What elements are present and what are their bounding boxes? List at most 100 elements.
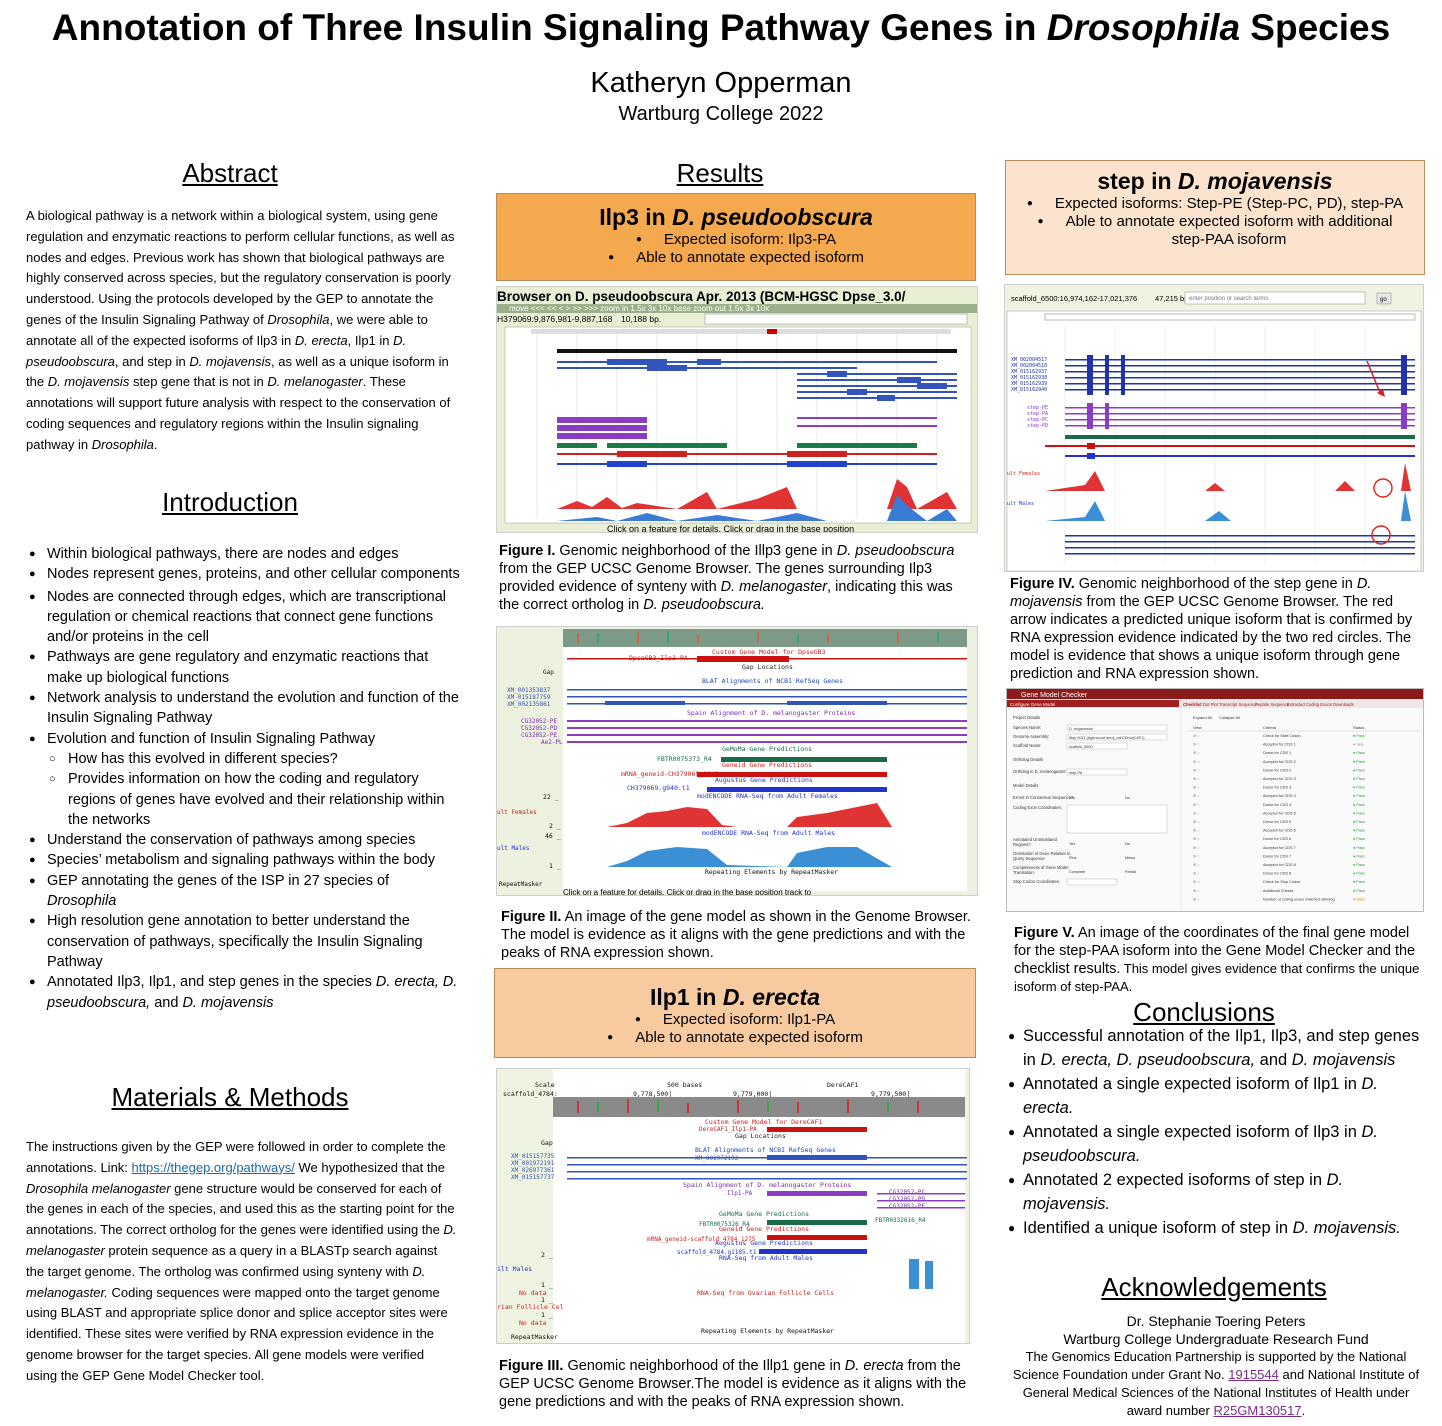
svg-text:Geneid Gene Predictions: Geneid Gene Predictions <box>719 1225 809 1233</box>
criteria-label: Donor for CDS 7 <box>1263 854 1291 858</box>
svg-text:Click on a feature for details: Click on a feature for details. Click or… <box>563 888 812 896</box>
svg-text:ult Females: ult Females <box>1007 471 1040 477</box>
view-icon[interactable]: ⊕ ○ <box>1193 734 1200 738</box>
svg-text:Gap Locations: Gap Locations <box>735 1132 786 1140</box>
criteria-label: Donor for CDS 1 <box>1263 751 1291 755</box>
view-icon[interactable]: ⊕ ○ <box>1193 820 1200 824</box>
ilp1-result-box: Ilp1 in D. erecta ● Expected isoform: Ilp… <box>494 968 976 1058</box>
svg-text:Configure Gene Model: Configure Gene Model <box>1010 702 1055 707</box>
svg-text:ult Females: ult Females <box>497 809 537 816</box>
checklist-row: ⊕ ○ Acceptor for CDS 2 ● Pass <box>1193 760 1365 764</box>
status-badge: ● Pass <box>1353 854 1365 858</box>
svg-text:XM_001972192: XM_001972192 <box>695 1155 739 1162</box>
view-icon[interactable]: ⊕ ○ <box>1193 863 1200 867</box>
ilp3-result-box: Ilp3 in D. pseudoobscura ● Expected isofo… <box>496 193 976 281</box>
figure-4-caption: Figure IV. Genomic neighborhood of the s… <box>1010 576 1413 682</box>
status-badge: ● Pass <box>1353 760 1365 764</box>
svg-text:Coding Exon Coordinates:: Coding Exon Coordinates: <box>1013 805 1062 810</box>
view-icon[interactable]: ⊕ ○ <box>1193 846 1200 850</box>
view-icon[interactable]: ⊕ ○ <box>1193 872 1200 876</box>
svg-text:H379069:9,876,981-9,887,168: H379069:9,876,981-9,887,168 <box>497 314 613 324</box>
view-icon[interactable]: ⊕ ○ <box>1193 837 1200 841</box>
svg-text:CG32052-PE: CG32052-PE <box>521 732 558 739</box>
grant-link-r25gm130517[interactable]: R25GM130517 <box>1213 1403 1302 1418</box>
view-icon[interactable]: ⊕ ○ <box>1193 786 1200 790</box>
criteria-label: Donor for CDS 3 <box>1263 786 1291 790</box>
view-icon[interactable]: ⊕ ○ <box>1193 794 1200 798</box>
svg-text:9,778,500|: 9,778,500| <box>633 1090 672 1098</box>
svg-text:XM_002135861: XM_002135861 <box>507 701 551 708</box>
criteria-label: Acceptor for CDS 2 <box>1263 760 1296 764</box>
box-item: ● Expected isoforms: Step-PE (Step-PC, PD… <box>1026 195 1404 212</box>
status-badge: ● Pass <box>1353 734 1365 738</box>
list-item: Evolution and function of Insulin Signal… <box>26 729 460 750</box>
box-item: ● Able to annotate expected isoform with … <box>1037 213 1393 248</box>
status-badge: ● Pass <box>1353 820 1365 824</box>
svg-text:1 _: 1 _ <box>541 1296 553 1304</box>
svg-text:Gap: Gap <box>541 1139 553 1147</box>
view-icon[interactable]: ⊕ ○ <box>1193 743 1200 747</box>
svg-text:FBTR0332616_R4: FBTR0332616_R4 <box>875 1217 926 1224</box>
svg-text:No: No <box>1125 842 1130 846</box>
svg-text:Augustus Gene Predictions: Augustus Gene Predictions <box>715 776 813 784</box>
pathways-link[interactable]: https://thegep.org/pathways/ <box>131 1159 295 1175</box>
criteria-label: Number of coding exons matched ortholog <box>1263 897 1335 901</box>
view-icon[interactable]: ⊕ ○ <box>1193 880 1200 884</box>
svg-text:XM_015162939: XM_015162939 <box>1011 381 1047 387</box>
svg-text:Spain Alignment of D. melanoga: Spain Alignment of D. melanogaster Prote… <box>683 1181 851 1189</box>
criteria-label: Acceptor for CDS 3 <box>1263 777 1296 781</box>
view-icon[interactable]: ⊕ ○ <box>1193 803 1200 807</box>
view-icon[interactable]: ⊕ ○ <box>1193 811 1200 815</box>
svg-text:XM_015157737: XM_015157737 <box>511 1174 555 1181</box>
svg-text:BLAT Alignments of NCBI RefSeq: BLAT Alignments of NCBI RefSeq Genes <box>695 1146 836 1154</box>
view-icon[interactable]: ⊕ ○ <box>1193 829 1200 833</box>
svg-text:scaffold_4784.g1185.t1: scaffold_4784.g1185.t1 <box>677 1249 757 1256</box>
view-icon[interactable]: ⊕ ○ <box>1193 897 1200 901</box>
conclusions-list: Successful annotation of the Ilp1, Ilp3,… <box>1008 1024 1428 1240</box>
box-item: ● Expected isoform: Ilp3-PA <box>635 231 837 248</box>
view-icon[interactable]: ⊕ ○ <box>1193 760 1200 764</box>
svg-text:Custom Gene Model for DpseGB3: Custom Gene Model for DpseGB3 <box>712 648 826 656</box>
svg-text:CH379069.g940.t1: CH379069.g940.t1 <box>627 784 690 792</box>
introduction-heading: Introduction <box>162 487 298 517</box>
status-badge: ● Pass <box>1353 768 1365 772</box>
criteria-label: Acceptor for CDS 1 <box>1263 743 1296 747</box>
view-icon[interactable]: ⊕ ○ <box>1193 768 1200 772</box>
view-icon[interactable]: ⊕ ○ <box>1193 777 1200 781</box>
box-item: ● Expected isoform: Ilp1-PA <box>634 1011 836 1028</box>
svg-text:Gap Locations: Gap Locations <box>742 663 793 671</box>
svg-text:1 _: 1 _ <box>541 1281 553 1289</box>
ack-line-2: Wartburg College Undergraduate Research … <box>1063 1331 1369 1347</box>
status-badge: ● Warn <box>1353 897 1365 901</box>
svg-text:XM_002004517: XM_002004517 <box>1011 357 1047 363</box>
svg-text:2 _: 2 _ <box>541 1251 553 1259</box>
checklist-row: ⊕ ○ Donor for CDS 8 ● Pass <box>1193 872 1365 876</box>
view-icon[interactable]: ⊕ ○ <box>1193 751 1200 755</box>
criteria-label: Donor for CDS 4 <box>1263 803 1291 807</box>
svg-text:Annotated Untranslated: Annotated Untranslated <box>1013 837 1058 842</box>
svg-text:step-PE: step-PE <box>1027 405 1048 411</box>
list-item: GEP annotating the genes of the ISP in 2… <box>26 871 460 912</box>
list-item: Nodes represent genes, proteins, and oth… <box>26 564 460 585</box>
svg-text:ult Males: ult Males <box>1007 501 1034 507</box>
view-icon[interactable]: ⊕ ○ <box>1193 854 1200 858</box>
status-badge: ● Pass <box>1353 889 1365 893</box>
svg-text:Transcript Sequence: Transcript Sequence <box>1219 702 1258 707</box>
list-item: Understand the conservation of pathways … <box>26 830 460 851</box>
view-icon[interactable]: ⊕ ○ <box>1193 889 1200 893</box>
grant-link-1915544[interactable]: 1915544 <box>1228 1367 1279 1382</box>
svg-text:Downloads: Downloads <box>1333 702 1354 707</box>
svg-text:move <<< << < > >>: move <<< << < > >> >>> zoom in 1.5x 3x 1… <box>509 304 769 313</box>
svg-text:Custom Gene Model for DereCAF1: Custom Gene Model for DereCAF1 <box>705 1118 822 1126</box>
svg-text:step-PD: step-PD <box>1027 423 1048 429</box>
status-badge: ● Pass <box>1353 786 1365 790</box>
svg-text:XM_015162937: XM_015162937 <box>1011 369 1047 375</box>
checklist-row: ⊕ ○ Donor for CDS 4 ● Pass <box>1193 803 1365 807</box>
svg-text:DereCAF1_Ilp1-PA: DereCAF1_Ilp1-PA <box>699 1126 757 1133</box>
checklist-row: ⊕ ○ Additional Checks ● Pass <box>1193 889 1365 893</box>
introduction-list: Within biological pathways, there are no… <box>26 544 460 1013</box>
svg-text:XM_026977361: XM_026977361 <box>511 1167 555 1174</box>
ack-funding: The Genomics Education Partnership is su… <box>1012 1349 1420 1418</box>
figure-3-genome-browser: Scale scaffold_4784: 500 bases 9,778,500|… <box>496 1068 970 1344</box>
box-heading: Ilp1 in D. erecta <box>649 984 820 1010</box>
